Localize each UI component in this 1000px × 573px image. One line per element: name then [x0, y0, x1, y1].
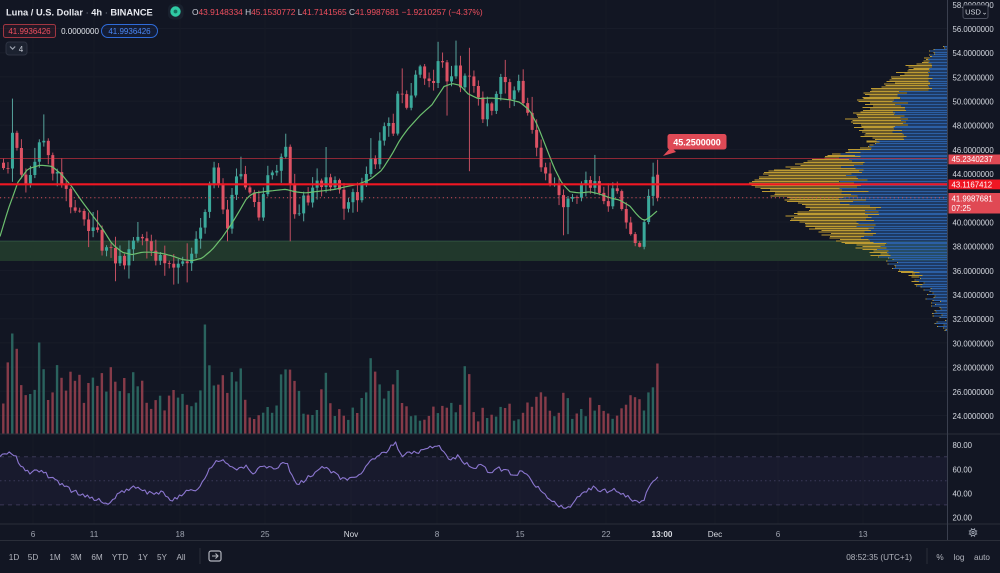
svg-text:YTD: YTD — [112, 553, 128, 562]
svg-text:41.9987681: 41.9987681 — [952, 194, 993, 203]
svg-text:24.0000000: 24.0000000 — [953, 412, 995, 421]
svg-text:46.0000000: 46.0000000 — [953, 146, 995, 155]
svg-text:25: 25 — [260, 530, 270, 539]
svg-text:36.0000000: 36.0000000 — [953, 267, 995, 276]
svg-text:5Y: 5Y — [157, 553, 168, 562]
svg-text:%: % — [936, 553, 943, 562]
svg-text:0.0000000: 0.0000000 — [61, 27, 99, 36]
svg-text:1D: 1D — [9, 553, 20, 562]
svg-text:6: 6 — [31, 530, 36, 539]
svg-text:20.00: 20.00 — [953, 513, 973, 522]
svg-text:26.0000000: 26.0000000 — [953, 388, 995, 397]
svg-text:45.2340237: 45.2340237 — [952, 155, 993, 164]
svg-text:1M: 1M — [49, 553, 61, 562]
svg-text:USD: USD — [965, 8, 981, 17]
svg-text:45.2500000: 45.2500000 — [673, 138, 721, 148]
svg-text:41.9936426: 41.9936426 — [8, 27, 51, 36]
svg-text:Luna / U.S. Dollar · 4h · BINA: Luna / U.S. Dollar · 4h · BINANCE — [6, 8, 153, 18]
svg-text:30.0000000: 30.0000000 — [953, 339, 995, 348]
svg-text:8: 8 — [435, 530, 440, 539]
svg-text:07:25: 07:25 — [952, 204, 972, 213]
svg-text:15: 15 — [515, 530, 525, 539]
svg-text:13: 13 — [858, 530, 868, 539]
svg-text:1Y: 1Y — [138, 553, 149, 562]
svg-text:54.0000000: 54.0000000 — [953, 49, 995, 58]
svg-text:32.0000000: 32.0000000 — [953, 315, 995, 324]
svg-text:80.00: 80.00 — [953, 441, 973, 450]
svg-text:auto: auto — [974, 553, 990, 562]
svg-text:11: 11 — [90, 530, 99, 539]
svg-text:34.0000000: 34.0000000 — [953, 291, 995, 300]
svg-text:13:00: 13:00 — [652, 530, 673, 539]
svg-text:08:52:35 (UTC+1): 08:52:35 (UTC+1) — [846, 553, 912, 562]
svg-text:Nov: Nov — [344, 530, 359, 539]
svg-text:50.0000000: 50.0000000 — [953, 98, 995, 107]
svg-text:4: 4 — [19, 45, 24, 54]
svg-text:18: 18 — [175, 530, 185, 539]
svg-text:52.0000000: 52.0000000 — [953, 73, 995, 82]
svg-text:44.0000000: 44.0000000 — [953, 170, 995, 179]
svg-text:6M: 6M — [91, 553, 103, 562]
svg-text:38.0000000: 38.0000000 — [953, 243, 995, 252]
svg-text:Dec: Dec — [708, 530, 723, 539]
svg-text:O43.9148334 H45.1530772 L41.71: O43.9148334 H45.1530772 L41.7141565 C41.… — [192, 7, 483, 17]
svg-text:41.9936426: 41.9936426 — [108, 27, 151, 36]
svg-text:⌄: ⌄ — [982, 10, 988, 17]
svg-text:56.0000000: 56.0000000 — [953, 25, 995, 34]
svg-text:6: 6 — [776, 530, 781, 539]
svg-text:40.0000000: 40.0000000 — [953, 219, 995, 228]
svg-text:22: 22 — [601, 530, 611, 539]
svg-text:28.0000000: 28.0000000 — [953, 364, 995, 373]
svg-text:All: All — [176, 553, 185, 562]
svg-text:3M: 3M — [70, 553, 82, 562]
svg-text:log: log — [954, 553, 965, 562]
svg-text:43.1167412: 43.1167412 — [952, 180, 993, 189]
svg-text:40.00: 40.00 — [953, 489, 973, 498]
svg-text:60.00: 60.00 — [953, 465, 973, 474]
svg-text:48.0000000: 48.0000000 — [953, 122, 995, 131]
svg-text:5D: 5D — [28, 553, 39, 562]
